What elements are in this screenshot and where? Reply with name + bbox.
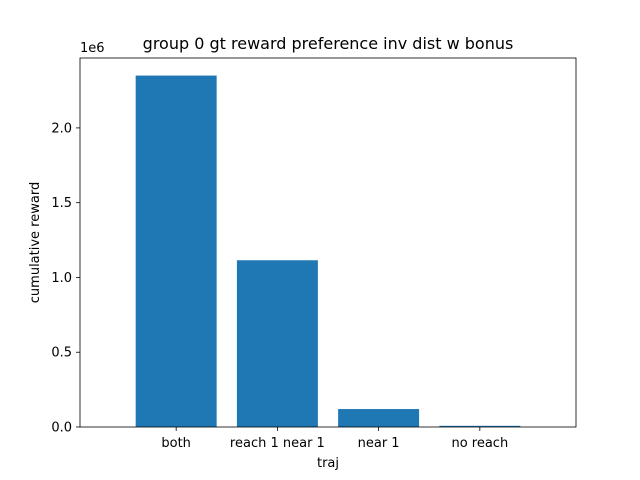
y-tick-label: 1.5 xyxy=(51,196,72,211)
y-tick-label: 0.5 xyxy=(51,346,72,361)
y-tick-label: 1.0 xyxy=(51,271,72,286)
y-tick-label: 2.0 xyxy=(51,121,72,136)
bar-near-1 xyxy=(338,409,420,427)
x-axis-label: traj xyxy=(317,456,339,471)
x-tick-label: no reach xyxy=(451,436,508,451)
bar-both xyxy=(135,75,217,427)
y-axis-offset-label: 1e6 xyxy=(80,41,105,56)
chart-title: group 0 gt reward preference inv dist w … xyxy=(143,34,514,53)
y-tick-label: 0.0 xyxy=(51,421,72,436)
bar-reach-1-near-1 xyxy=(236,260,318,427)
x-tick-label: reach 1 near 1 xyxy=(230,436,325,451)
x-axis-ticks: both reach 1 near 1 near 1 no reach xyxy=(161,427,508,451)
axes-frame xyxy=(79,57,577,428)
bars-group xyxy=(135,75,521,427)
x-tick-label: near 1 xyxy=(358,436,400,451)
y-axis-label: cumulative reward xyxy=(28,182,43,303)
y-axis-ticks: 0.0 0.5 1.0 1.5 2.0 xyxy=(51,121,80,436)
x-tick-label: both xyxy=(161,436,191,451)
bar-no-reach xyxy=(439,425,521,427)
